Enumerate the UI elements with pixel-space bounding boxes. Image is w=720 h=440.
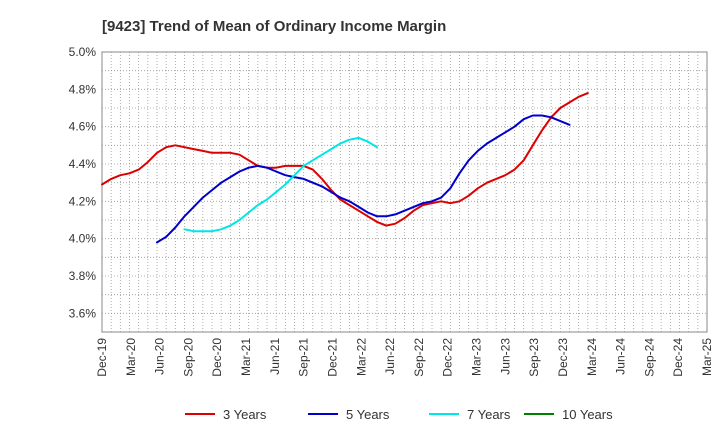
- y-tick-label: 4.8%: [69, 82, 97, 96]
- y-axis-ticks: 3.6% 3.8% 4.0% 4.2% 4.4% 4.6% 4.8% 5.0%: [69, 45, 97, 320]
- series-line-7-years: [183, 136, 378, 233]
- x-tick-label: Dec-20: [210, 338, 224, 377]
- plot-area: [101, 51, 708, 333]
- y-tick-label: 3.6%: [69, 306, 97, 320]
- y-tick-label: 4.4%: [69, 157, 97, 171]
- x-tick-label: Jun-23: [498, 338, 512, 375]
- legend-label-10-years: 10 Years: [562, 407, 613, 422]
- legend-label-7-years: 7 Years: [467, 407, 511, 422]
- legend: 3 Years 5 Years 7 Years 10 Years: [185, 407, 613, 422]
- legend-label-3-years: 3 Years: [223, 407, 267, 422]
- x-tick-label: Jun-21: [268, 338, 282, 375]
- x-tick-label: Dec-22: [441, 338, 455, 377]
- y-tick-label: 4.6%: [69, 120, 97, 134]
- series-line-3-years: [101, 92, 589, 227]
- x-tick-label: Mar-21: [239, 338, 253, 376]
- x-tick-label: Dec-24: [671, 338, 685, 377]
- x-tick-label: Sep-24: [642, 338, 656, 377]
- x-tick-label: Jun-20: [153, 338, 167, 375]
- y-tick-label: 4.2%: [69, 194, 97, 208]
- x-tick-label: Dec-23: [556, 338, 570, 377]
- x-tick-label: Sep-21: [297, 338, 311, 377]
- chart-title: [9423] Trend of Mean of Ordinary Income …: [102, 18, 446, 35]
- x-tick-label: Mar-22: [354, 338, 368, 376]
- x-tick-label: Mar-24: [585, 338, 599, 376]
- y-tick-label: 5.0%: [69, 45, 97, 59]
- x-tick-label: Sep-23: [527, 338, 541, 377]
- x-tick-label: Mar-20: [124, 338, 138, 376]
- grid: [102, 52, 707, 332]
- legend-label-5-years: 5 Years: [346, 407, 390, 422]
- x-tick-label: Jun-24: [614, 338, 628, 375]
- y-tick-label: 4.0%: [69, 232, 97, 246]
- y-tick-label: 3.8%: [69, 269, 97, 283]
- series-line-5-years: [156, 114, 571, 244]
- x-axis-ticks: Dec-19 Mar-20 Jun-20 Sep-20 Dec-20 Mar-21 Jun-…: [95, 338, 714, 377]
- series-lines: [101, 92, 589, 244]
- x-tick-label: Sep-20: [181, 338, 195, 377]
- x-tick-label: Jun-22: [383, 338, 397, 375]
- x-tick-label: Mar-23: [470, 338, 484, 376]
- x-tick-label: Mar-25: [700, 338, 714, 376]
- x-tick-label: Sep-22: [412, 338, 426, 377]
- x-tick-label: Dec-19: [95, 338, 109, 377]
- x-tick-label: Dec-21: [325, 338, 339, 377]
